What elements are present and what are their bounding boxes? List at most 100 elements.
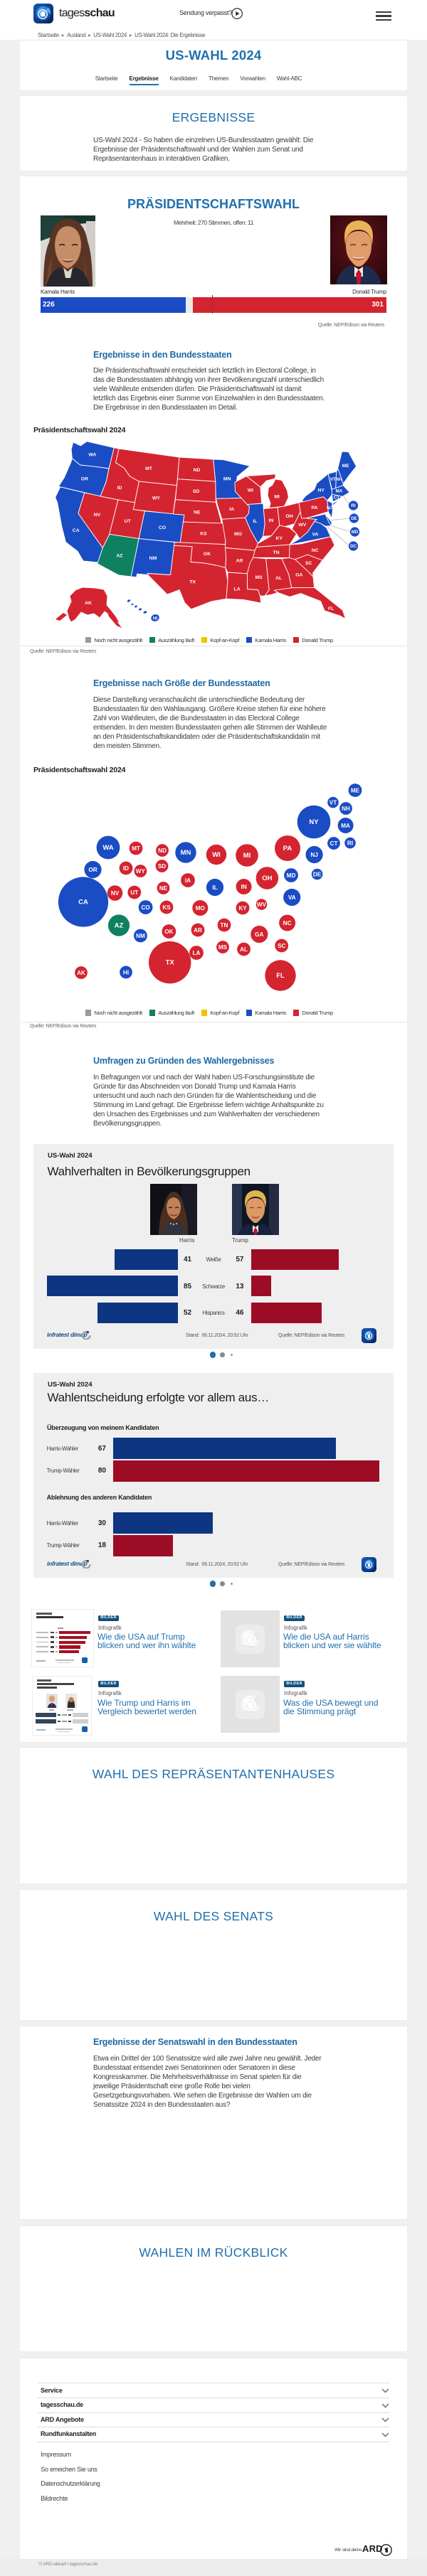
svg-text:MD: MD <box>352 530 359 535</box>
svg-text:PA: PA <box>283 845 292 853</box>
svg-text:WI: WI <box>212 851 221 859</box>
svg-text:FL: FL <box>328 606 334 611</box>
svg-text:HI: HI <box>153 616 157 621</box>
svg-text:NC: NC <box>283 920 292 926</box>
svg-text:UT: UT <box>130 889 138 896</box>
svg-text:SD: SD <box>158 863 166 870</box>
svg-text:CA: CA <box>78 899 88 907</box>
svg-text:AR: AR <box>194 927 202 934</box>
svg-text:ID: ID <box>123 865 129 872</box>
svg-text:WI: WI <box>248 488 253 493</box>
svg-text:NM: NM <box>136 933 145 939</box>
svg-text:MO: MO <box>196 905 206 912</box>
svg-text:AK: AK <box>85 601 92 606</box>
svg-text:NV: NV <box>94 513 101 518</box>
svg-text:DC: DC <box>350 544 357 549</box>
svg-text:SD: SD <box>193 489 200 494</box>
svg-text:AL: AL <box>275 576 282 581</box>
svg-text:NH: NH <box>342 806 350 812</box>
svg-text:HI: HI <box>123 969 129 976</box>
svg-text:NY: NY <box>317 488 325 493</box>
svg-text:AK: AK <box>77 970 85 976</box>
svg-text:MA: MA <box>335 488 342 493</box>
svg-text:AL: AL <box>240 946 248 953</box>
svg-text:OK: OK <box>164 929 173 935</box>
svg-text:VA: VA <box>312 532 319 537</box>
svg-text:IN: IN <box>268 518 273 523</box>
svg-text:MS: MS <box>255 575 263 580</box>
svg-text:ID: ID <box>117 486 122 491</box>
svg-text:NE: NE <box>194 511 201 515</box>
svg-text:WV: WV <box>298 523 306 528</box>
svg-text:MD: MD <box>287 872 296 879</box>
svg-text:MA: MA <box>341 823 350 829</box>
svg-text:OR: OR <box>88 867 97 873</box>
svg-text:DE: DE <box>313 872 322 878</box>
svg-text:FL: FL <box>276 972 285 980</box>
svg-text:IL: IL <box>212 885 217 891</box>
svg-text:GA: GA <box>295 572 302 577</box>
svg-text:VT: VT <box>330 477 336 482</box>
svg-text:RI: RI <box>347 840 353 847</box>
svg-text:UT: UT <box>125 519 132 524</box>
svg-text:LA: LA <box>193 950 201 956</box>
svg-text:KY: KY <box>238 905 247 912</box>
svg-text:MN: MN <box>181 849 191 857</box>
svg-text:ME: ME <box>342 464 349 469</box>
svg-text:OH: OH <box>262 875 272 882</box>
svg-text:NE: NE <box>159 885 168 892</box>
svg-text:NM: NM <box>149 556 157 561</box>
svg-text:AZ: AZ <box>116 554 122 559</box>
svg-text:SC: SC <box>278 943 285 949</box>
svg-text:NH: NH <box>335 477 342 482</box>
svg-text:KS: KS <box>162 904 171 911</box>
svg-text:MN: MN <box>223 477 231 482</box>
svg-text:ME: ME <box>351 788 360 794</box>
svg-text:CO: CO <box>141 904 150 911</box>
svg-text:MT: MT <box>132 845 140 852</box>
svg-text:KY: KY <box>275 536 283 541</box>
svg-text:IL: IL <box>253 519 257 524</box>
svg-text:WA: WA <box>89 453 97 458</box>
svg-text:IN: IN <box>241 884 247 890</box>
svg-text:RI: RI <box>351 503 355 508</box>
svg-text:AZ: AZ <box>115 922 124 930</box>
svg-text:KS: KS <box>200 532 207 537</box>
svg-text:IA: IA <box>185 877 191 884</box>
svg-text:TX: TX <box>166 959 175 967</box>
svg-text:NY: NY <box>309 818 319 826</box>
svg-text:MI: MI <box>274 495 280 500</box>
svg-text:WV: WV <box>257 902 267 908</box>
svg-text:SC: SC <box>305 561 312 566</box>
svg-text:ND: ND <box>158 848 167 854</box>
svg-text:GA: GA <box>255 931 263 938</box>
svg-text:WY: WY <box>136 868 146 875</box>
svg-text:MS: MS <box>218 944 228 951</box>
svg-text:VA: VA <box>288 894 296 901</box>
svg-text:OR: OR <box>81 477 88 482</box>
svg-text:CT: CT <box>330 840 338 847</box>
svg-text:AR: AR <box>236 559 243 564</box>
svg-text:CT: CT <box>334 496 339 501</box>
svg-text:NJ: NJ <box>310 852 317 858</box>
svg-text:LA: LA <box>234 587 241 592</box>
svg-text:MI: MI <box>243 852 251 860</box>
svg-text:WA: WA <box>102 844 113 852</box>
svg-text:OH: OH <box>285 514 292 519</box>
svg-text:TN: TN <box>221 922 228 929</box>
svg-text:IA: IA <box>229 507 234 512</box>
svg-text:VT: VT <box>330 800 337 806</box>
svg-text:WY: WY <box>152 496 160 501</box>
svg-text:MT: MT <box>145 466 153 471</box>
svg-text:DE: DE <box>351 516 357 521</box>
svg-text:PA: PA <box>312 506 318 511</box>
svg-text:NV: NV <box>111 890 120 897</box>
svg-text:MO: MO <box>234 532 242 537</box>
svg-text:OK: OK <box>204 552 211 557</box>
svg-text:CA: CA <box>73 528 80 533</box>
svg-text:TX: TX <box>189 580 196 585</box>
svg-text:TN: TN <box>273 550 279 555</box>
svg-text:ND: ND <box>194 468 201 473</box>
svg-text:NJ: NJ <box>327 506 332 511</box>
svg-text:CO: CO <box>159 525 166 530</box>
